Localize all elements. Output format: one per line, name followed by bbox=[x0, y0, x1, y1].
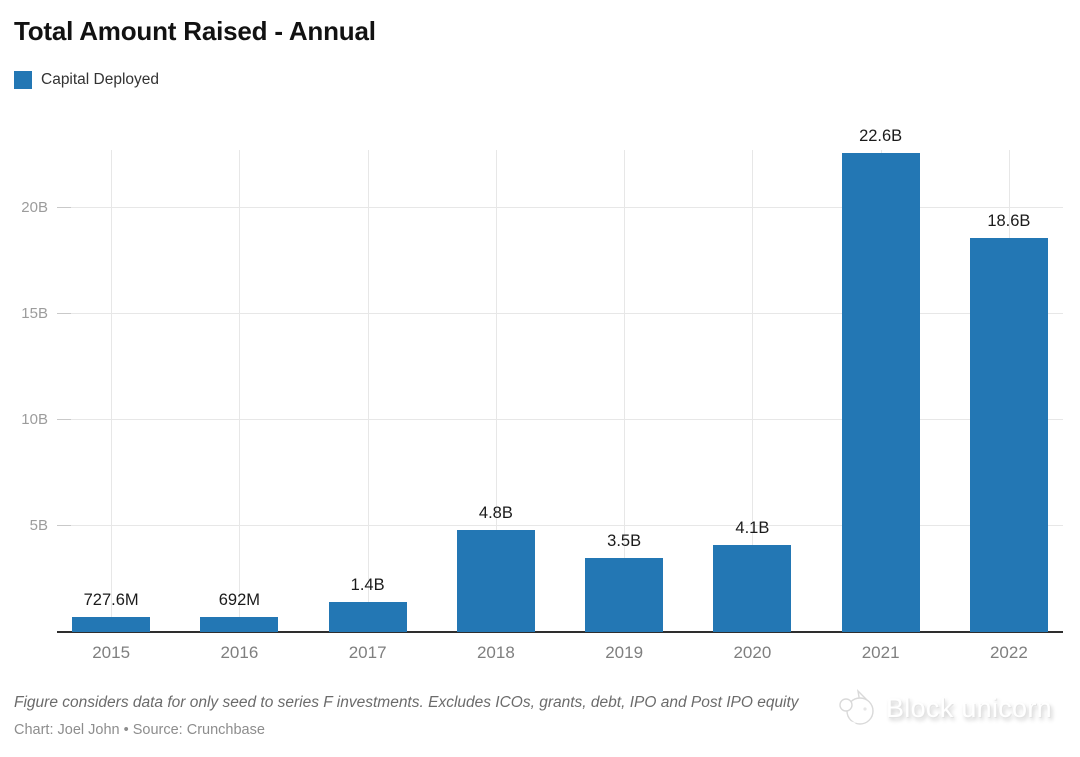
chart-column-2018: 4.8B 2018 bbox=[432, 150, 560, 662]
bar-columns: 727.6M 2015 692M 2016 1.4B 2017 4.8B 2018 3.5B 20… bbox=[47, 127, 1073, 662]
bar-2022 bbox=[969, 237, 1048, 632]
chart-title: Total Amount Raised - Annual bbox=[14, 16, 376, 46]
vertical-gridline bbox=[752, 150, 754, 631]
vertical-gridline bbox=[367, 150, 369, 631]
bar-value-label: 3.5B bbox=[607, 531, 642, 550]
watermark: Block unicorn bbox=[836, 687, 1052, 729]
y-tick-label: 20B bbox=[21, 199, 48, 217]
x-axis-label-2015: 2015 bbox=[92, 643, 131, 662]
credit-line: Chart: Joel John • Source: Crunchbase bbox=[14, 722, 265, 738]
watermark-text: Block unicorn bbox=[886, 692, 1052, 723]
gridline-15B bbox=[57, 313, 1063, 315]
bar-value-label: 692M bbox=[218, 591, 261, 610]
chart-column-2020: 4.1B 2020 bbox=[688, 150, 816, 662]
vertical-gridline bbox=[624, 150, 626, 631]
bar-value-label: 1.4B bbox=[350, 576, 385, 595]
chart-column-2017: 1.4B 2017 bbox=[304, 150, 432, 662]
bar-2016 bbox=[200, 617, 279, 632]
y-tick-label: 15B bbox=[21, 305, 48, 323]
y-tick-label: 5B bbox=[29, 517, 48, 535]
vertical-gridline bbox=[495, 150, 497, 631]
x-axis-line bbox=[57, 631, 1063, 633]
legend: Capital Deployed bbox=[14, 71, 159, 89]
bar-chart-plot-area: 5B 10B 15B 20B 727.6M 2015 692M 2016 1.4B 2017 4.… bbox=[0, 127, 1080, 662]
x-axis-label-2017: 2017 bbox=[348, 643, 387, 662]
x-axis-label-2016: 2016 bbox=[220, 643, 259, 662]
bar-value-label: 727.6M bbox=[83, 590, 139, 609]
legend-swatch-icon bbox=[14, 71, 32, 89]
bar-2021 bbox=[841, 153, 920, 632]
bar-2017 bbox=[328, 602, 407, 632]
bar-value-label: 22.6B bbox=[859, 127, 903, 146]
chart-column-2019: 3.5B 2019 bbox=[560, 150, 688, 662]
chart-column-2021: 22.6B 2021 bbox=[817, 127, 945, 662]
block-unicorn-logo-icon bbox=[839, 688, 874, 727]
gridline-20B bbox=[57, 207, 1063, 209]
vertical-gridline bbox=[111, 150, 113, 631]
chart-column-2022: 18.6B 2022 bbox=[945, 150, 1073, 662]
x-axis-label-2022: 2022 bbox=[989, 643, 1028, 662]
bar-2018 bbox=[456, 530, 535, 632]
y-tick-label: 10B bbox=[21, 411, 48, 429]
chart-column-2015: 727.6M 2015 bbox=[47, 150, 175, 662]
x-axis-label-2019: 2019 bbox=[605, 643, 644, 662]
x-axis-label-2020: 2020 bbox=[733, 643, 772, 662]
vertical-gridline bbox=[239, 150, 241, 631]
legend-label: Capital Deployed bbox=[41, 71, 160, 88]
bar-value-label: 4.8B bbox=[478, 504, 513, 523]
footnote: Figure considers data for only seed to s… bbox=[14, 694, 799, 711]
bar-2015 bbox=[72, 616, 151, 632]
gridline-5B bbox=[57, 525, 1063, 527]
bar-2019 bbox=[585, 557, 664, 632]
x-axis-label-2018: 2018 bbox=[476, 643, 515, 662]
bar-value-label: 4.1B bbox=[735, 519, 770, 538]
gridline-10B bbox=[57, 419, 1063, 421]
x-axis-label-2021: 2021 bbox=[861, 643, 900, 662]
chart-column-2016: 692M 2016 bbox=[175, 150, 303, 662]
bar-value-label: 18.6B bbox=[987, 211, 1031, 230]
bar-2020 bbox=[713, 545, 792, 632]
